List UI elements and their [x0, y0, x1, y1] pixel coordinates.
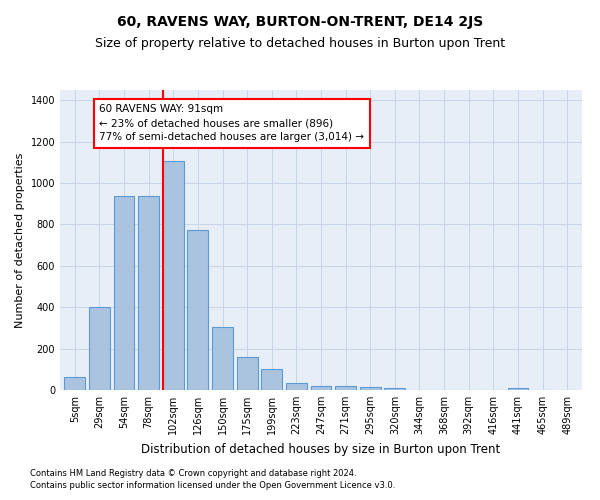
Bar	[360, 387, 381, 390]
Y-axis label: Number of detached properties: Number of detached properties	[15, 152, 25, 328]
Text: Size of property relative to detached houses in Burton upon Trent: Size of property relative to detached ho…	[95, 38, 505, 51]
Bar	[89, 307, 110, 390]
Text: Distribution of detached houses by size in Burton upon Trent: Distribution of detached houses by size …	[142, 442, 500, 456]
Text: Contains public sector information licensed under the Open Government Licence v3: Contains public sector information licen…	[30, 481, 395, 490]
Text: Contains HM Land Registry data © Crown copyright and database right 2024.: Contains HM Land Registry data © Crown c…	[30, 468, 356, 477]
Bar	[335, 386, 356, 390]
Bar	[385, 388, 406, 390]
Bar	[261, 370, 282, 390]
Bar	[236, 357, 257, 390]
Text: 60 RAVENS WAY: 91sqm
← 23% of detached houses are smaller (896)
77% of semi-deta: 60 RAVENS WAY: 91sqm ← 23% of detached h…	[100, 104, 364, 142]
Bar	[113, 196, 134, 390]
Bar	[163, 162, 184, 390]
Text: 60, RAVENS WAY, BURTON-ON-TRENT, DE14 2JS: 60, RAVENS WAY, BURTON-ON-TRENT, DE14 2J…	[117, 15, 483, 29]
Bar	[187, 230, 208, 390]
Bar	[212, 327, 233, 390]
Bar	[508, 388, 529, 390]
Bar	[311, 386, 331, 390]
Bar	[64, 376, 85, 390]
Bar	[138, 196, 159, 390]
Bar	[286, 383, 307, 390]
